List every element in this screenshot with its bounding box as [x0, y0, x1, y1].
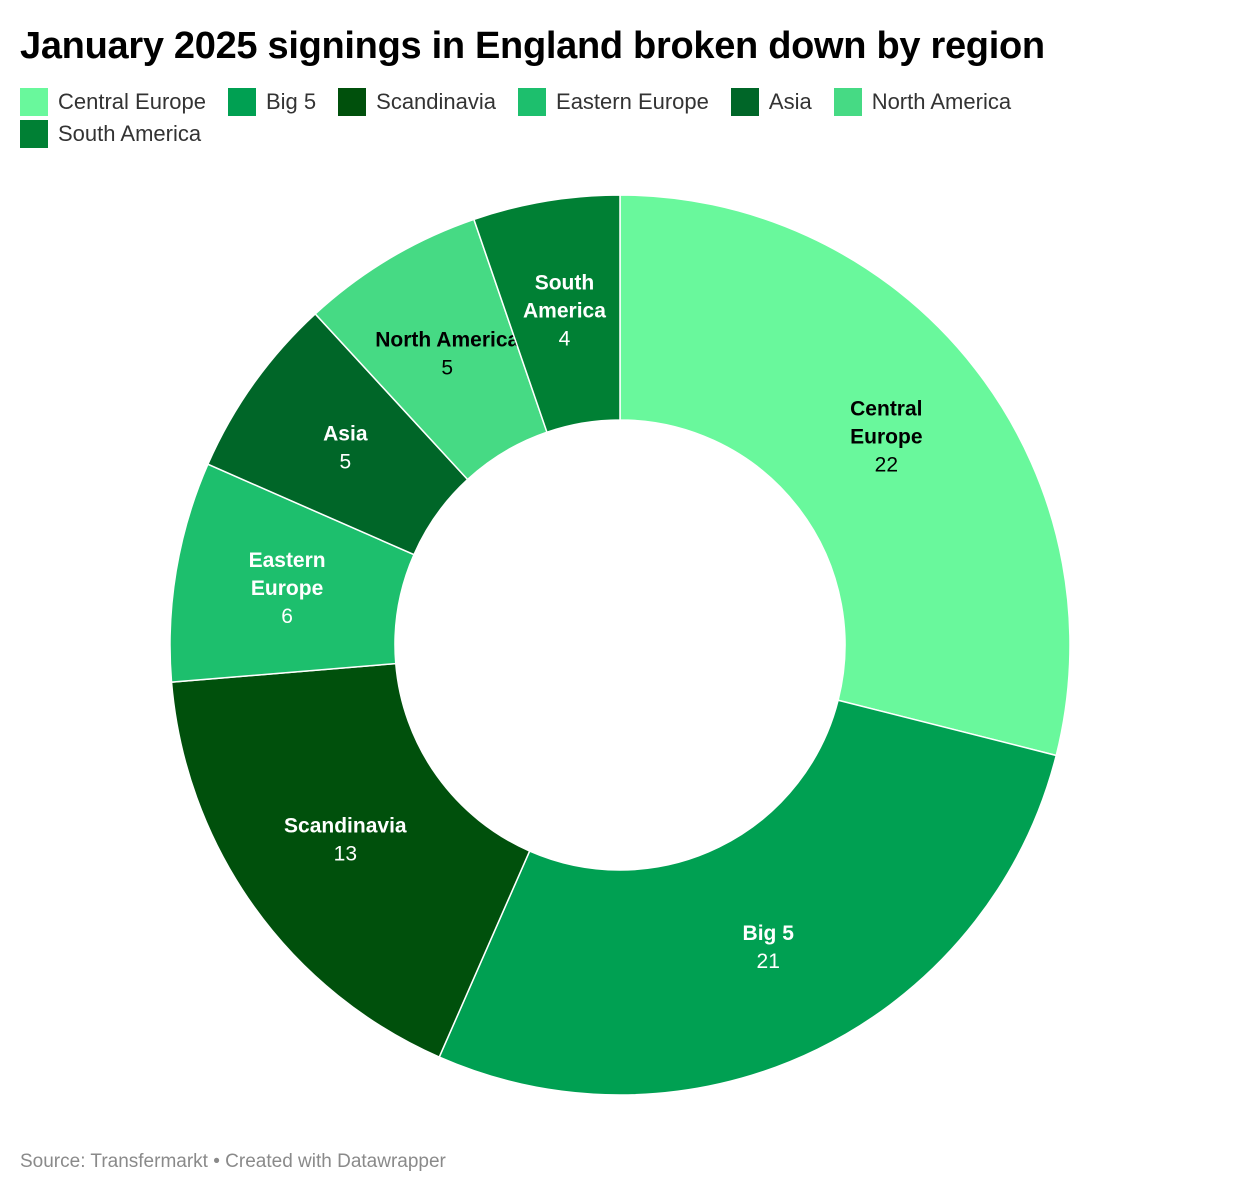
slice-label-asia: Asia	[323, 422, 368, 445]
credit-link[interactable]: Created with Datawrapper	[225, 1151, 446, 1172]
footer: Source: Transfermarkt • Created with Dat…	[20, 1151, 446, 1173]
slice-label-south-america: America	[523, 300, 606, 323]
legend-label: South America	[58, 121, 202, 146]
slice-label-central-europe: Central	[850, 397, 922, 420]
slice-value-big-5: 21	[757, 950, 780, 973]
donut-svg: Central Europe 22 Big 5 21 Scandinavia 13 Easte…	[169, 194, 1071, 1096]
slice-central-europe[interactable]	[619, 194, 1071, 757]
legend-swatch	[338, 88, 367, 116]
chart-title: January 2025 signings in England broken …	[20, 25, 1045, 67]
legend-label: Eastern Europe	[556, 89, 709, 114]
legend-swatch	[518, 88, 547, 116]
slice-label-scandinavia: Scandinavia	[284, 815, 407, 838]
slice-label-south-america: South	[535, 272, 594, 295]
slice-value-scandinavia: 13	[334, 843, 357, 866]
slice-label-eastern-europe: Eastern	[249, 549, 326, 572]
legend-item-scandinavia: Scandinavia	[338, 88, 496, 116]
source-note: Source: Transfermarkt	[20, 1151, 208, 1172]
slice-value-north-america: 5	[441, 357, 453, 380]
slice-label-central-europe: Europe	[850, 425, 922, 448]
legend-item-big-5: Big 5	[227, 88, 317, 116]
legend-swatch	[833, 88, 862, 116]
slice-value-south-america: 4	[559, 328, 571, 351]
slice-label-big-5: Big 5	[743, 922, 795, 945]
legend-swatch	[20, 120, 48, 148]
slice-scandinavia[interactable]	[170, 662, 531, 1059]
legend-item-eastern-europe: Eastern Europe	[518, 88, 709, 116]
legend-item-central-europe: Central Europe	[20, 88, 206, 116]
slice-label-eastern-europe: Europe	[251, 577, 323, 600]
slice-value-eastern-europe: 6	[281, 605, 293, 628]
legend-item-south-america: South America	[20, 120, 201, 148]
legend-item-asia: Asia	[730, 88, 812, 116]
slice-south-america[interactable]	[472, 194, 621, 434]
legend-label: Asia	[768, 89, 812, 114]
slice-value-central-europe: 22	[875, 453, 898, 476]
slice-value-asia: 5	[339, 450, 351, 473]
legend-swatch	[730, 88, 759, 116]
legend-label: Central Europe	[58, 89, 206, 114]
legend-swatch	[20, 88, 48, 116]
slice-label-north-america: North America	[375, 329, 519, 352]
footer-separator: •	[213, 1151, 220, 1172]
legend: Central Europe Big 5 Scandinavia Eastern Eu…	[20, 88, 1140, 148]
donut-chart: Central Europe 22 Big 5 21 Scandinavia 13 Easte…	[0, 160, 1240, 1140]
legend-label: Scandinavia	[376, 89, 497, 114]
legend-swatch	[227, 88, 256, 116]
legend-label: Big 5	[265, 89, 317, 114]
legend-item-north-america: North America	[833, 88, 1012, 116]
slice-big-5[interactable]	[438, 699, 1058, 1096]
legend-label: North America	[871, 89, 1012, 114]
